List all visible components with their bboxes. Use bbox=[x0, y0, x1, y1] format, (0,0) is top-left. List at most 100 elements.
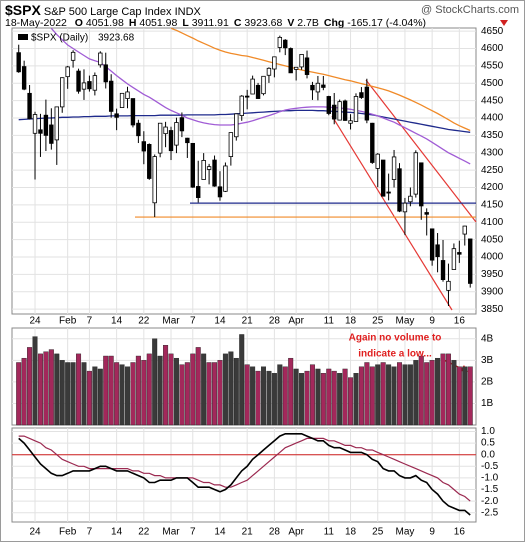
volume-bar bbox=[81, 362, 87, 426]
candle-body bbox=[147, 144, 152, 179]
volume-bar bbox=[266, 370, 272, 426]
x-tick-label: Mar bbox=[162, 316, 180, 327]
y-tick-label: 4450 bbox=[481, 95, 504, 106]
y-tick-label: 4650 bbox=[481, 26, 504, 37]
candle-body bbox=[342, 100, 348, 121]
volume-bar bbox=[462, 366, 468, 426]
volume-bar bbox=[445, 353, 451, 426]
volume-bar bbox=[309, 364, 315, 426]
y-tick-label: 0.5 bbox=[481, 438, 495, 449]
volume-bar bbox=[76, 353, 82, 426]
volume-bar bbox=[59, 360, 65, 426]
quote-value: 4051.98 bbox=[85, 17, 124, 29]
candle-body bbox=[277, 36, 283, 48]
candle-body bbox=[234, 113, 239, 138]
candle-body bbox=[397, 168, 402, 212]
volume-bar bbox=[48, 349, 54, 426]
y-tick-label: 4B bbox=[481, 333, 494, 344]
candle-body bbox=[402, 202, 408, 213]
volume-bar bbox=[141, 360, 147, 426]
candle-body bbox=[391, 156, 397, 180]
candle-body bbox=[272, 56, 277, 70]
x-tick-label: 28 bbox=[269, 527, 281, 538]
candle-body bbox=[375, 153, 380, 169]
volume-bar bbox=[255, 370, 261, 426]
candle-body bbox=[261, 75, 266, 95]
x-tick-label: 16 bbox=[454, 527, 466, 538]
x-tick-label: 14 bbox=[214, 527, 226, 538]
volume-bar bbox=[250, 366, 256, 426]
x-tick-label: 16 bbox=[454, 316, 466, 327]
volume-bar bbox=[299, 373, 305, 426]
volume-bar bbox=[65, 362, 71, 426]
y-tick-label: 4550 bbox=[481, 61, 504, 72]
y-tick-label: 3950 bbox=[481, 269, 504, 280]
candle-body bbox=[136, 122, 141, 137]
candle-body bbox=[190, 142, 195, 188]
x-tick-label: Feb bbox=[59, 527, 77, 538]
candle-body bbox=[119, 92, 125, 108]
annotation: indicate a low... bbox=[358, 349, 432, 360]
legend-swatch bbox=[18, 34, 28, 40]
x-tick-label: 28 bbox=[269, 316, 281, 327]
candle-body bbox=[217, 186, 223, 198]
symbol: $SPX bbox=[5, 2, 41, 18]
volume-bar bbox=[353, 373, 359, 426]
candle-body bbox=[332, 104, 337, 120]
candle-body bbox=[81, 82, 87, 90]
x-tick-label: 14 bbox=[214, 316, 226, 327]
volume-bar bbox=[135, 355, 141, 426]
legend-label: $SPX (Daily) bbox=[31, 33, 88, 44]
volume-bar bbox=[168, 353, 174, 426]
volume-bar bbox=[32, 336, 38, 426]
volume-bar bbox=[195, 347, 201, 426]
candle-body bbox=[293, 66, 299, 70]
y-tick-label: 4050 bbox=[481, 234, 504, 245]
candle-body bbox=[440, 260, 446, 280]
volume-bar bbox=[348, 377, 354, 426]
volume-bar bbox=[440, 353, 446, 426]
y-tick-label: 4100 bbox=[481, 217, 504, 228]
volume-bar bbox=[130, 362, 136, 426]
volume-bar bbox=[146, 353, 152, 426]
volume-bar bbox=[407, 364, 413, 426]
candle-body bbox=[174, 122, 179, 146]
x-tick-label: Feb bbox=[59, 316, 77, 327]
candle-body bbox=[212, 159, 217, 187]
candle-body bbox=[299, 54, 304, 68]
x-tick-label: 7 bbox=[190, 316, 196, 327]
y-tick-label: 4000 bbox=[481, 252, 504, 263]
candle-body bbox=[43, 114, 49, 136]
x-tick-label: Mar bbox=[162, 527, 180, 538]
volume-bar bbox=[244, 364, 250, 426]
candle-body bbox=[446, 280, 451, 291]
x-tick-label: 14 bbox=[111, 527, 123, 538]
quote-value: 3923.68 bbox=[244, 17, 283, 29]
candle-body bbox=[321, 84, 326, 88]
volume-bar bbox=[119, 364, 125, 426]
trend-line bbox=[331, 115, 453, 311]
quote-label: H bbox=[128, 17, 137, 29]
candle-body bbox=[283, 39, 288, 49]
volume-bar bbox=[108, 355, 114, 426]
volume-bar bbox=[429, 360, 435, 426]
exchange: INDX bbox=[174, 6, 201, 18]
y-tick-label: 1.0 bbox=[481, 426, 495, 437]
y-tick-label: 4600 bbox=[481, 43, 504, 54]
volume-bar bbox=[293, 368, 299, 426]
candle-body bbox=[92, 75, 98, 91]
candle-body bbox=[304, 57, 310, 75]
y-tick-label: 4250 bbox=[481, 165, 504, 176]
candle-body bbox=[353, 96, 359, 122]
quote-label: Chg bbox=[323, 17, 345, 29]
volume-bar bbox=[163, 345, 169, 426]
volume-bar bbox=[380, 362, 386, 426]
candle-body bbox=[288, 48, 293, 74]
x-tick-label: 21 bbox=[242, 316, 254, 327]
x-tick-label: 21 bbox=[242, 527, 254, 538]
volume-bar bbox=[288, 357, 294, 426]
y-tick-label: 4350 bbox=[481, 130, 504, 141]
volume-bar bbox=[233, 357, 239, 426]
x-tick-label: 9 bbox=[429, 316, 435, 327]
